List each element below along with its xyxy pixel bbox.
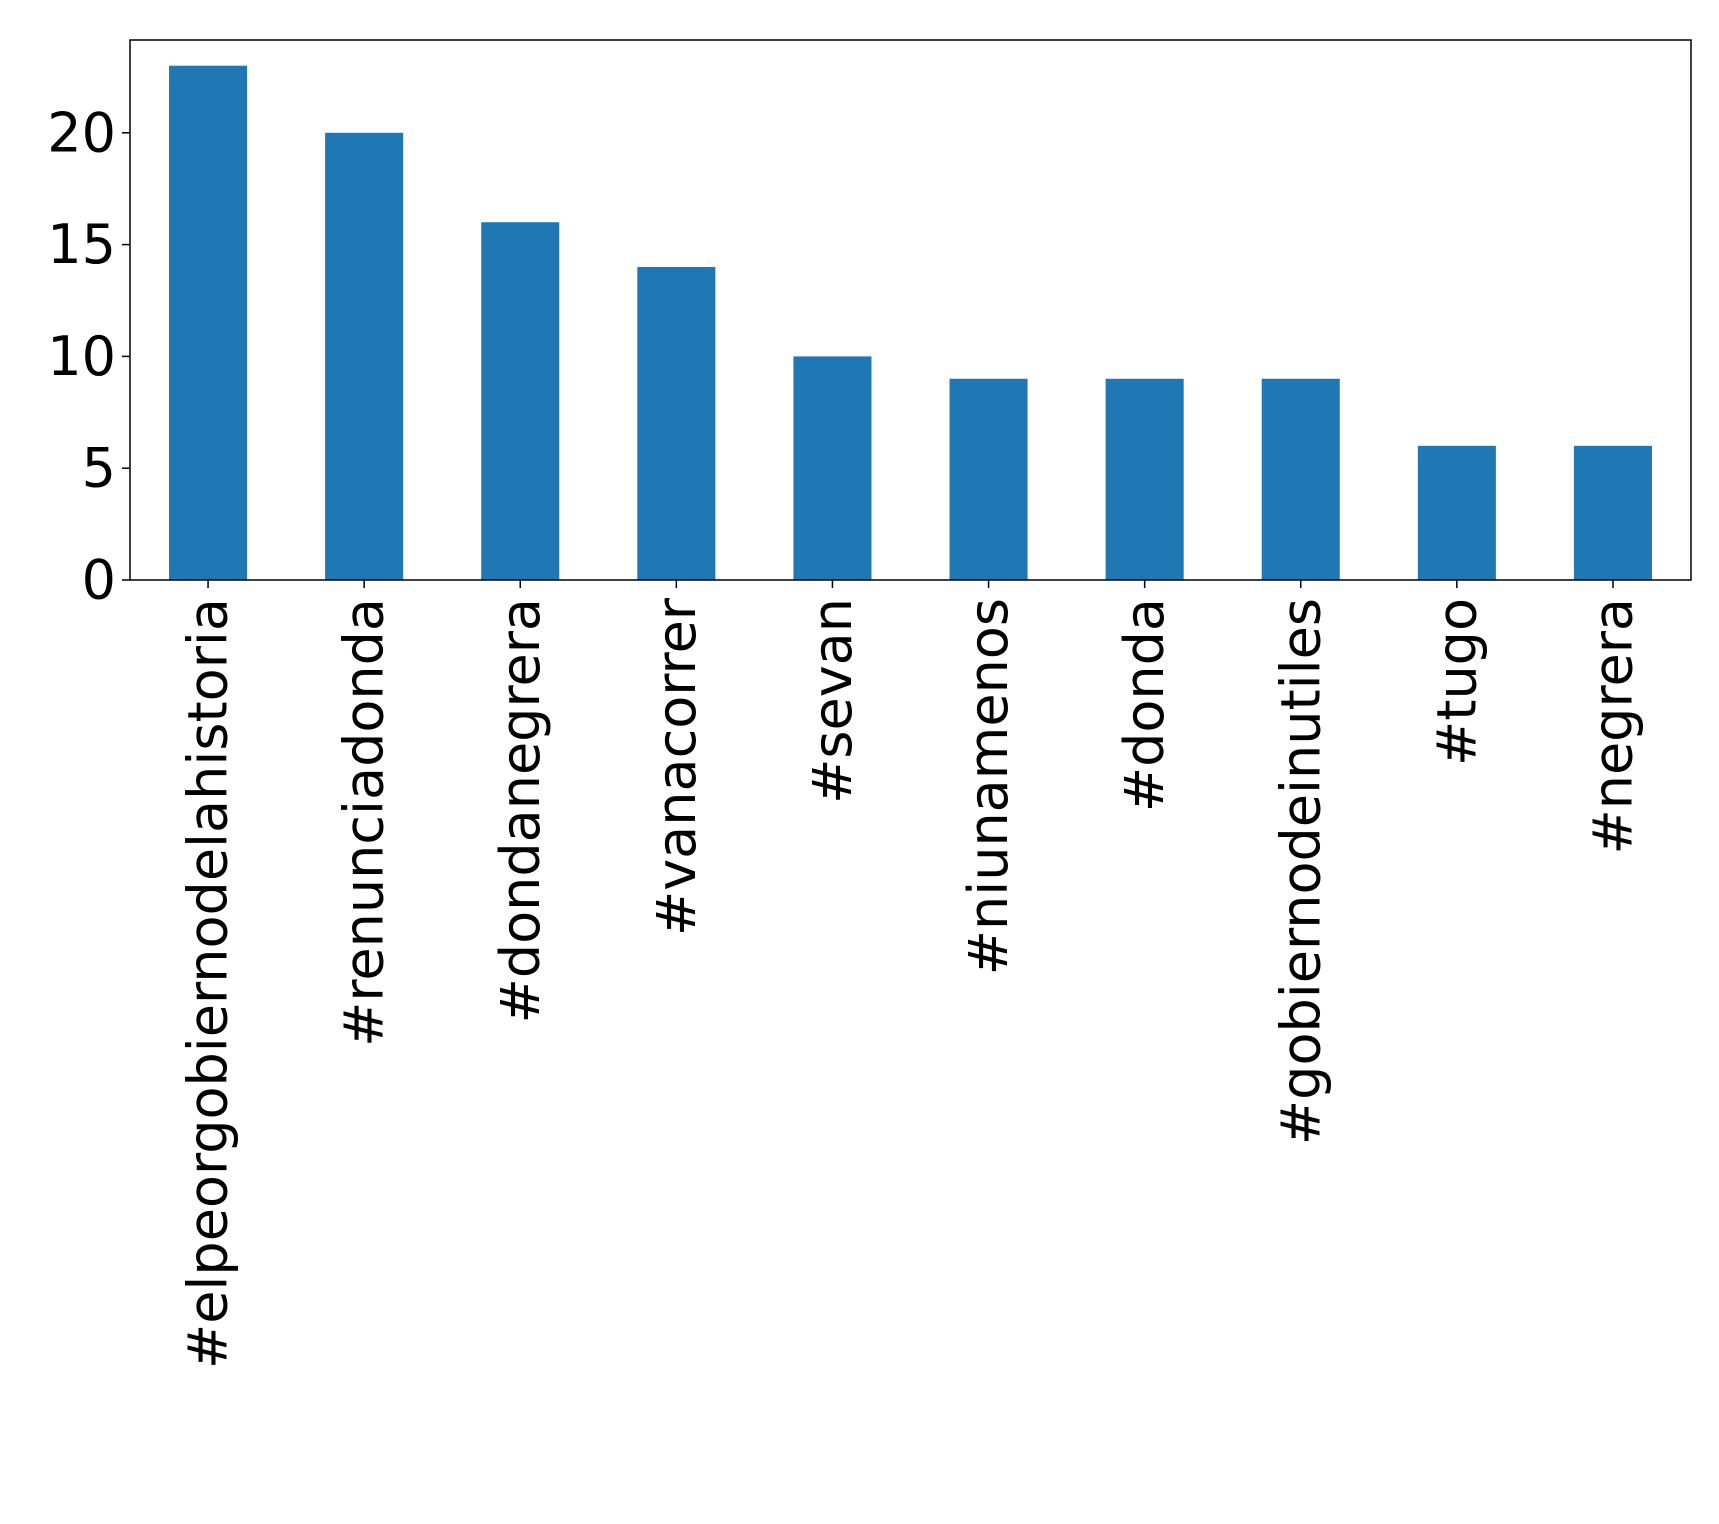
x-tick-label: #negrera — [1581, 598, 1644, 855]
x-tick-label: #niunamenos — [957, 598, 1020, 975]
bar-2 — [481, 222, 560, 580]
y-tick-label: 20 — [47, 101, 116, 164]
x-tick-label: #gobiernodeinutiles — [1269, 598, 1332, 1145]
bar-4 — [793, 356, 872, 580]
x-tick-label: #dondanegrera — [489, 598, 552, 1023]
bar-3 — [637, 266, 716, 580]
y-axis: 0 5 10 15 20 — [47, 101, 130, 612]
x-tick-label: #vanacorrer — [645, 597, 708, 936]
y-tick-label: 15 — [47, 213, 116, 276]
bar-6 — [1105, 378, 1184, 580]
x-tick-label: #donda — [1113, 598, 1176, 812]
bar-5 — [949, 378, 1028, 580]
x-tick-label: #elpeorgobiernodelahistoria — [177, 598, 240, 1369]
x-axis: #elpeorgobiernodelahistoria #renunciadond… — [177, 580, 1644, 1369]
y-tick-label: 10 — [47, 325, 116, 388]
y-tick-label: 5 — [82, 437, 116, 500]
x-tick-label: #sevan — [801, 598, 864, 804]
x-tick-label: #tugo — [1425, 598, 1488, 766]
bar-7 — [1261, 378, 1340, 580]
y-tick-label: 0 — [82, 549, 116, 612]
bar-1 — [325, 132, 404, 580]
x-tick-label: #renunciadonda — [333, 598, 396, 1047]
plot-frame — [129, 39, 1692, 581]
bar-0 — [169, 65, 248, 580]
bar-8 — [1417, 445, 1496, 580]
bar-9 — [1573, 445, 1652, 580]
bars-group — [169, 65, 1652, 580]
